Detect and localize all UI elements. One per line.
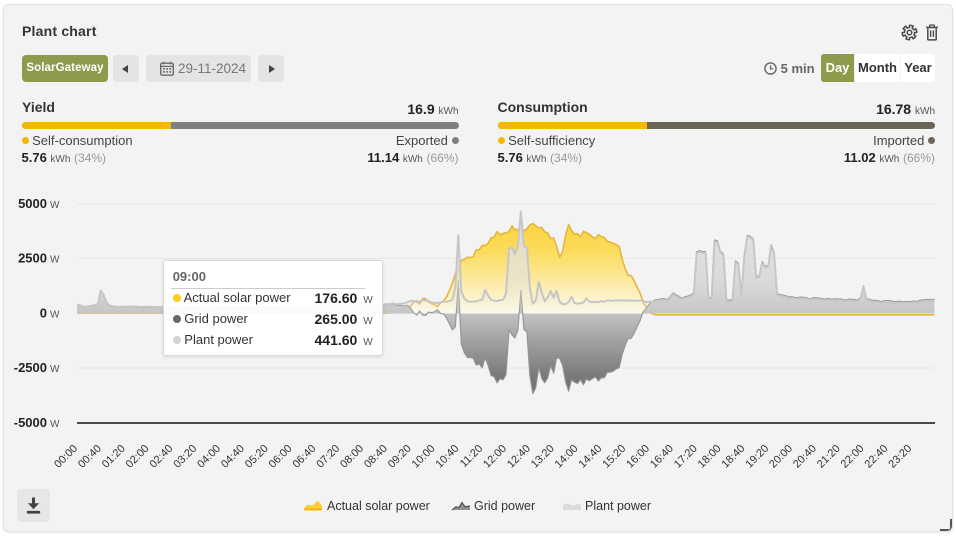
svg-text:W: W — [50, 200, 60, 211]
svg-text:2500: 2500 — [18, 251, 47, 266]
svg-text:03:20: 03:20 — [171, 443, 199, 471]
svg-text:19:20: 19:20 — [743, 443, 771, 471]
svg-text:05:20: 05:20 — [243, 443, 271, 471]
svg-text:02:00: 02:00 — [124, 443, 152, 471]
svg-text:06:00: 06:00 — [267, 443, 295, 471]
svg-text:22:00: 22:00 — [839, 443, 867, 471]
svg-text:17:20: 17:20 — [672, 443, 700, 471]
svg-text:06:40: 06:40 — [290, 443, 318, 471]
svg-text:W: W — [50, 255, 60, 266]
svg-text:08:40: 08:40 — [362, 443, 390, 471]
svg-text:W: W — [50, 310, 60, 321]
svg-text:14:40: 14:40 — [576, 443, 604, 471]
svg-text:0: 0 — [40, 306, 47, 321]
svg-text:-2500: -2500 — [14, 360, 47, 375]
svg-text:13:20: 13:20 — [529, 443, 557, 471]
svg-text:08:00: 08:00 — [338, 443, 366, 471]
svg-text:20:40: 20:40 — [791, 443, 819, 471]
svg-text:15:20: 15:20 — [600, 443, 628, 471]
svg-text:W: W — [50, 364, 60, 375]
svg-text:20:00: 20:00 — [767, 443, 795, 471]
svg-text:16:00: 16:00 — [624, 443, 652, 471]
svg-text:18:00: 18:00 — [696, 443, 724, 471]
svg-text:09:20: 09:20 — [386, 443, 414, 471]
svg-text:21:20: 21:20 — [815, 443, 843, 471]
svg-text:02:40: 02:40 — [147, 443, 175, 471]
svg-text:10:40: 10:40 — [433, 443, 461, 471]
svg-text:18:40: 18:40 — [719, 443, 747, 471]
svg-text:23:20: 23:20 — [886, 443, 914, 471]
svg-text:00:00: 00:00 — [52, 443, 80, 471]
svg-text:07:20: 07:20 — [314, 443, 342, 471]
svg-text:W: W — [50, 419, 60, 430]
svg-text:12:00: 12:00 — [481, 443, 509, 471]
svg-text:22:40: 22:40 — [862, 443, 890, 471]
svg-text:16:40: 16:40 — [648, 443, 676, 471]
svg-text:00:40: 00:40 — [76, 443, 104, 471]
svg-text:01:20: 01:20 — [100, 443, 128, 471]
svg-text:04:00: 04:00 — [195, 443, 223, 471]
svg-text:10:00: 10:00 — [410, 443, 438, 471]
svg-text:11:20: 11:20 — [458, 443, 485, 470]
svg-text:12:40: 12:40 — [505, 443, 533, 471]
svg-text:5000: 5000 — [18, 196, 47, 211]
svg-text:04:40: 04:40 — [219, 443, 247, 471]
svg-text:14:00: 14:00 — [553, 443, 581, 471]
svg-text:-5000: -5000 — [14, 415, 47, 430]
